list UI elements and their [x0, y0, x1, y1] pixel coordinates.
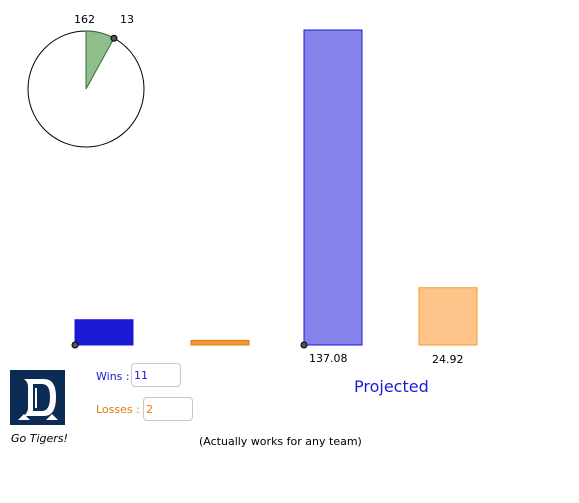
- bar-losses: [190, 339, 250, 346]
- season-pie: [27, 30, 145, 148]
- note-text: (Actually works for any team): [199, 435, 362, 448]
- bar-series: [74, 29, 478, 346]
- bar-projected-wins: [303, 29, 363, 346]
- projected-label: Projected: [354, 377, 429, 396]
- tigers-logo: [10, 370, 65, 425]
- go-tigers-caption: Go Tigers!: [11, 432, 68, 445]
- pie-drag-handle[interactable]: [110, 34, 118, 42]
- wins-label: Wins :: [96, 370, 130, 383]
- old-english-d-icon: [18, 379, 58, 420]
- wins-input[interactable]: 11: [131, 363, 181, 387]
- losses-input[interactable]: 2: [143, 397, 193, 421]
- wins-bar-handle[interactable]: [71, 341, 79, 349]
- bar-projected-losses: [418, 287, 478, 346]
- bar-value-label-projected-losses: 24.92: [432, 353, 464, 366]
- bar-value-label-projected-wins: 137.08: [309, 352, 348, 365]
- projected-bar-handle[interactable]: [300, 341, 308, 349]
- pie-wins-label: 13: [120, 13, 134, 26]
- losses-label: Losses :: [96, 403, 140, 416]
- bar-wins: [74, 319, 134, 346]
- pie-total-label: 162: [74, 13, 95, 26]
